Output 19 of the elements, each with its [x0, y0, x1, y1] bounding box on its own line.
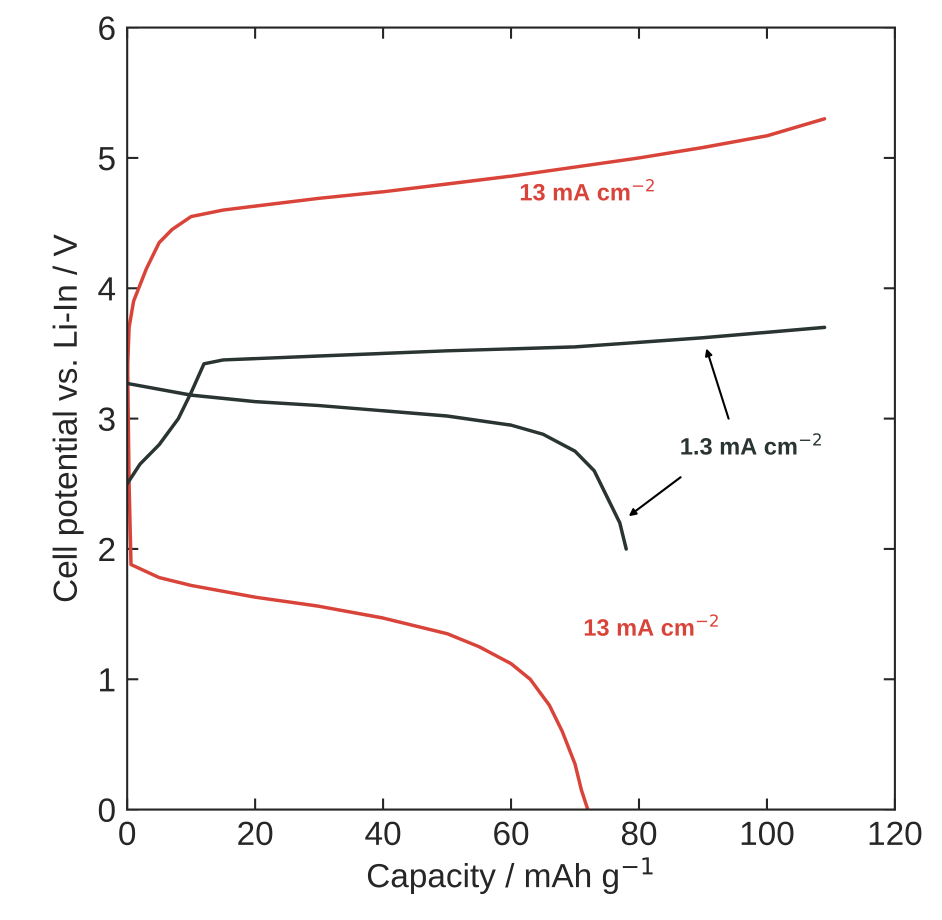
- x-tick-label: 0: [119, 822, 136, 846]
- x-tick-label: 100: [742, 822, 794, 846]
- x-axis-title: Capacity / mAh g$^{−1}$: [368, 857, 653, 894]
- y-tick-label: 1: [100, 668, 114, 692]
- text: 1.3 mA cm$^{−2}$: [681, 433, 821, 455]
- y-tick-label: 6: [99, 16, 115, 40]
- y-tick-label: 2: [99, 538, 114, 562]
- text: 13 mA cm$^{−2}$: [584, 614, 718, 636]
- x-tick-label: 60: [494, 822, 528, 846]
- y-tick-label: 3: [98, 407, 115, 432]
- x-tick-label: 20: [238, 822, 272, 846]
- series-label: 13 mA cm$^{−2}$: [520, 179, 654, 201]
- y-tick-label: 5: [98, 147, 115, 170]
- y-axis-title: Cell potential vs. Li-In / V: [52, 234, 84, 602]
- y-tick-label: 4: [98, 277, 116, 300]
- x-tick-label: 40: [365, 822, 400, 846]
- y-tick-label: 0: [98, 798, 115, 822]
- x-tick-label: 80: [622, 822, 656, 846]
- x-tick-label: 120: [870, 822, 922, 846]
